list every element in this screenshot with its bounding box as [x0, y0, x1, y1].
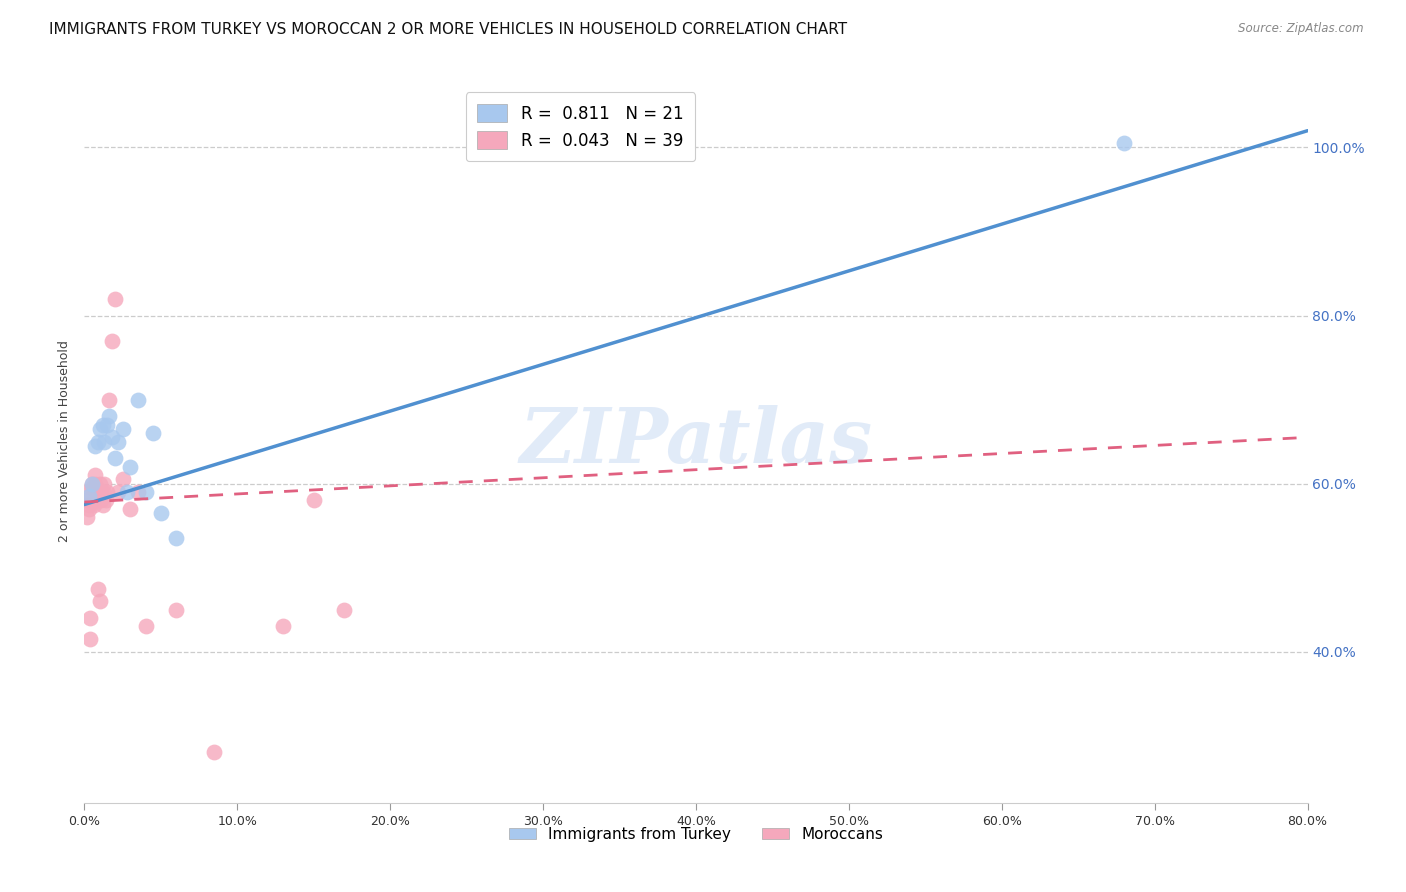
Point [84, 468, 107, 483]
Point [91, 417, 114, 432]
Point [94, 493, 117, 508]
Point [80, 476, 103, 491]
Point [107, 485, 129, 500]
Text: ZIPatlas: ZIPatlas [519, 405, 873, 478]
Point [79, 611, 101, 625]
Point [84, 476, 107, 491]
Point [127, 392, 149, 407]
Point [96, 485, 118, 500]
Point [76, 493, 98, 508]
Point [104, 451, 127, 466]
Point [93, 434, 115, 449]
Point [87, 582, 110, 596]
Point [87, 434, 110, 449]
Point [135, 619, 157, 633]
Point [90, 485, 112, 500]
Point [96, 417, 118, 432]
Y-axis label: 2 or more Vehicles in Household: 2 or more Vehicles in Household [58, 341, 72, 542]
Legend: Immigrants from Turkey, Moroccans: Immigrants from Turkey, Moroccans [501, 819, 891, 849]
Point [89, 476, 111, 491]
Point [86, 481, 108, 495]
Point [80, 481, 103, 495]
Point [142, 426, 165, 441]
Point [165, 531, 187, 545]
Point [87, 493, 110, 508]
Point [91, 498, 114, 512]
Point [120, 459, 142, 474]
Point [97, 392, 120, 407]
Point [84, 439, 107, 453]
Point [1114, 136, 1136, 151]
Point [89, 594, 111, 608]
Point [97, 409, 120, 424]
Point [77, 498, 100, 512]
Point [111, 422, 134, 436]
Point [77, 501, 100, 516]
Point [165, 602, 187, 616]
Point [302, 493, 325, 508]
Point [135, 485, 157, 500]
Point [149, 506, 172, 520]
Point [80, 476, 103, 491]
Point [202, 745, 225, 759]
Text: Source: ZipAtlas.com: Source: ZipAtlas.com [1239, 22, 1364, 36]
Point [333, 602, 356, 616]
Point [90, 493, 112, 508]
Point [77, 489, 100, 503]
Point [76, 510, 98, 524]
Point [120, 501, 142, 516]
Point [86, 493, 108, 508]
Point [101, 430, 124, 444]
Point [93, 476, 115, 491]
Point [271, 619, 294, 633]
Point [83, 481, 105, 495]
Point [127, 485, 149, 500]
Point [107, 434, 129, 449]
Point [91, 485, 114, 500]
Point [83, 498, 105, 512]
Point [89, 422, 111, 436]
Text: IMMIGRANTS FROM TURKEY VS MOROCCAN 2 OR MORE VEHICLES IN HOUSEHOLD CORRELATION C: IMMIGRANTS FROM TURKEY VS MOROCCAN 2 OR … [49, 22, 848, 37]
Point [115, 485, 138, 500]
Point [75, 485, 97, 500]
Point [104, 292, 127, 306]
Point [111, 472, 134, 486]
Point [79, 632, 101, 646]
Point [101, 334, 124, 348]
